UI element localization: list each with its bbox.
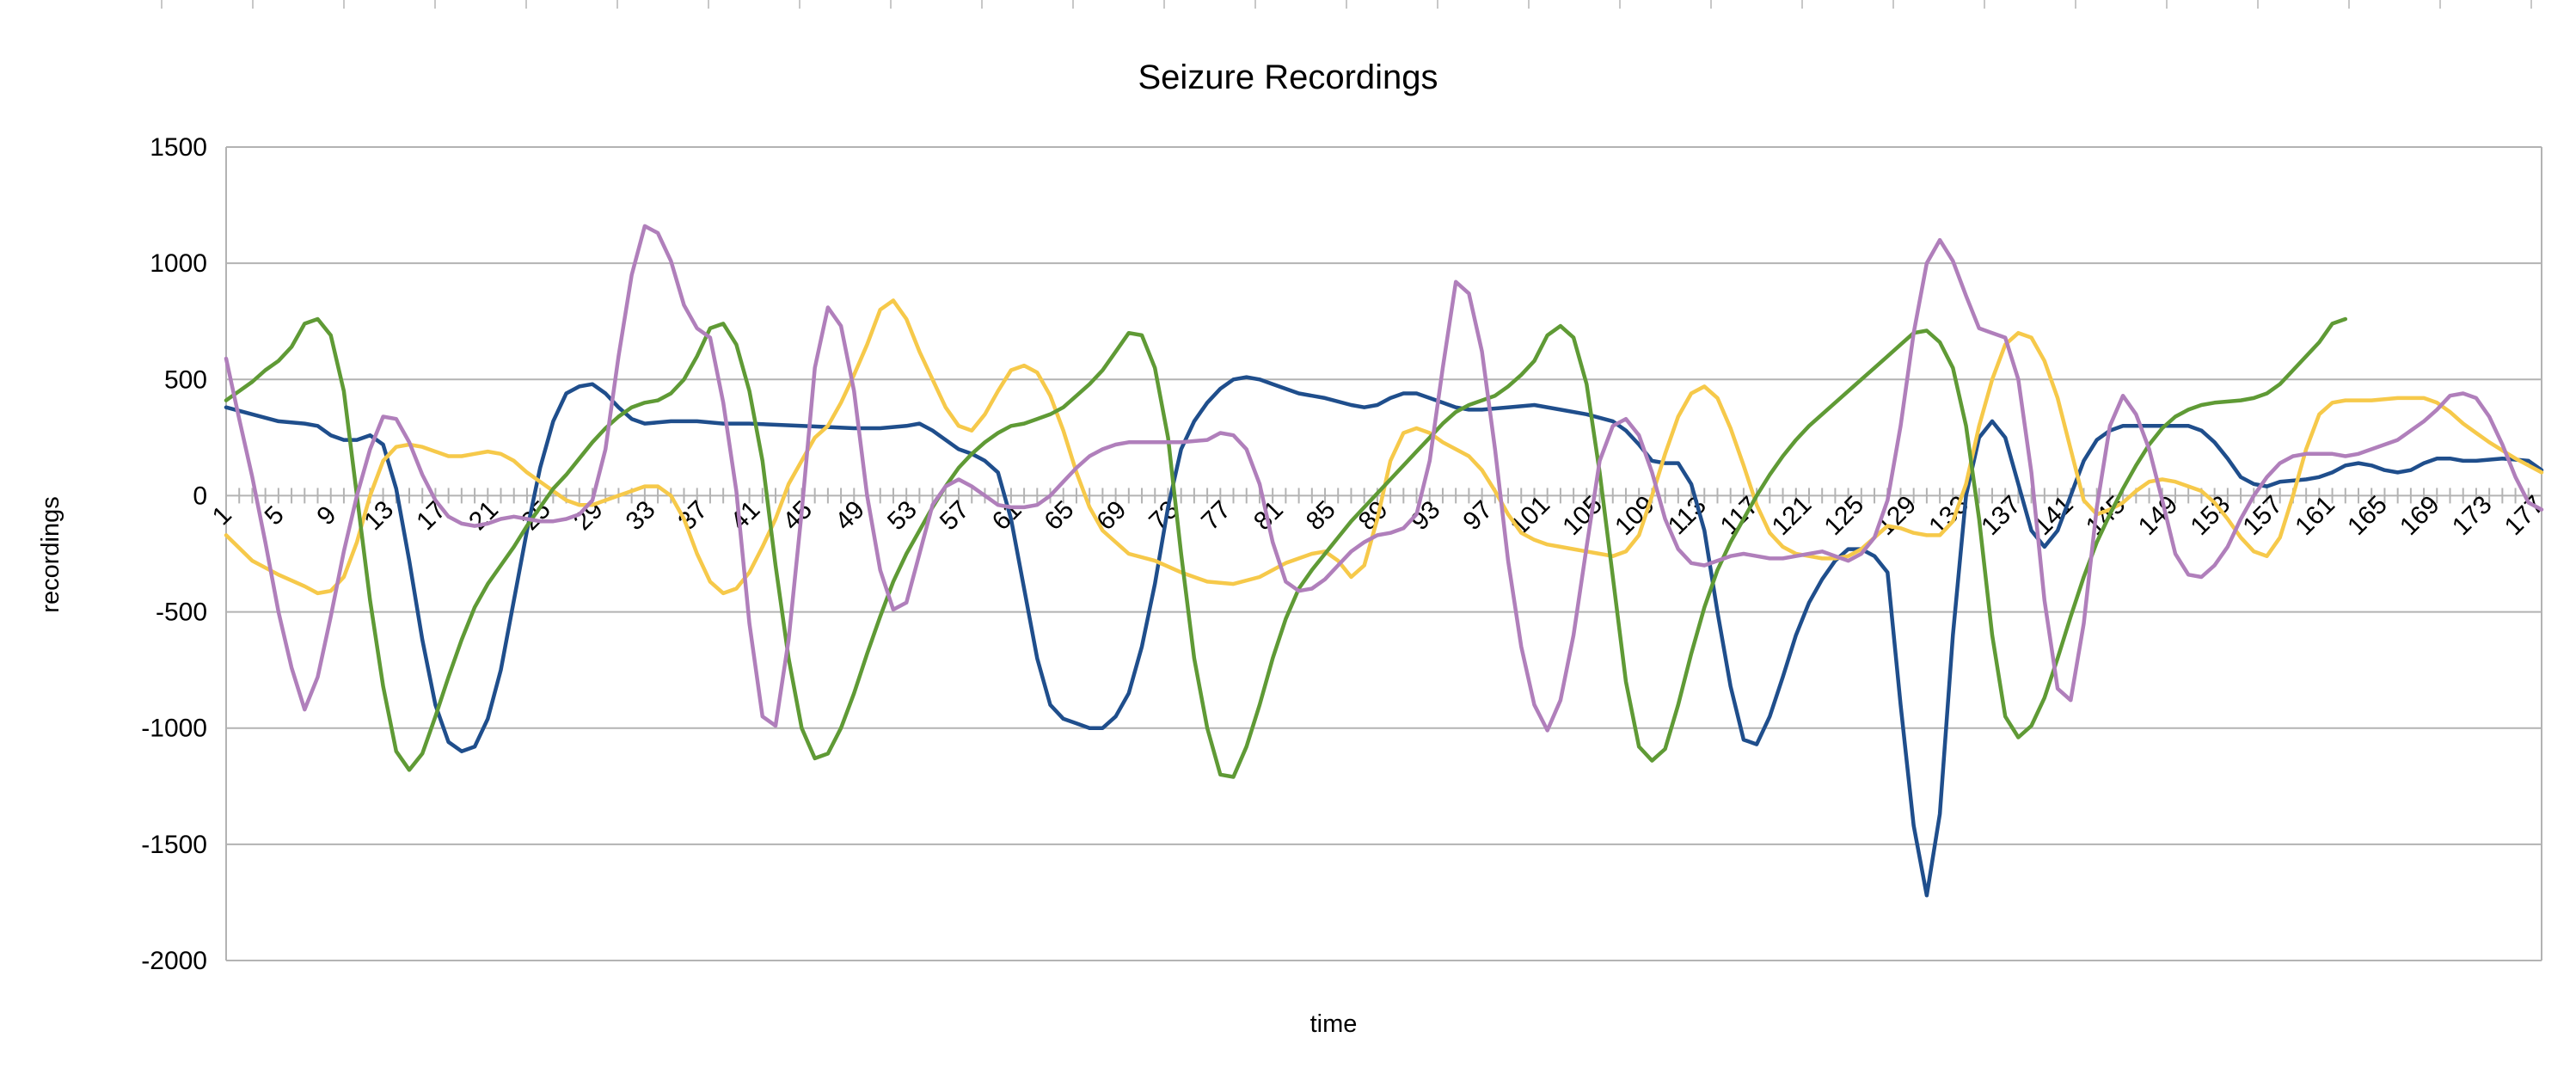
x-tick-label: 85 [1301,495,1341,536]
x-axis-label: time [1310,1010,1358,1038]
y-tick-label: 0 [193,482,207,510]
x-tick-label: 77 [1196,495,1236,536]
x-tick-label: 93 [1406,495,1446,536]
y-tick-labels: 1500 1000 500 0 -500 -1000 -1500 -2000 [141,133,207,975]
y-tick-label: 1500 [150,133,207,162]
y-tick-label: 500 [164,365,207,394]
y-tick-label: -1500 [141,831,207,859]
series-line-2 [224,298,2544,596]
y-tick-label: -2000 [141,947,207,975]
top-tick-strip [161,0,2532,9]
x-tick-label: 33 [621,495,661,536]
x-tick-label: 49 [830,495,870,536]
x-tick-label: 37 [673,495,714,536]
series-line-1 [224,375,2544,898]
series-line-4 [224,224,2544,733]
gridlines [225,146,2542,961]
y-tick-label: 1000 [150,249,207,278]
y-tick-label: -500 [156,598,207,627]
y-tick-label: -1000 [141,715,207,743]
y-axis-label: recordings [37,496,64,612]
x-tick-label: 41 [725,495,765,536]
x-tick-label: 57 [935,495,975,536]
series-lines [224,224,2544,898]
x-tick-label: 9 [311,500,341,531]
x-tick-label: 53 [882,495,923,536]
x-tick-label: 97 [1457,495,1498,536]
chart-title: Seizure Recordings [1138,58,1438,96]
x-tick-label: 21 [463,495,504,536]
x-tick-label: 69 [1091,495,1132,536]
x-tick-label: 1 [207,500,237,531]
series-line-3 [224,316,2348,779]
